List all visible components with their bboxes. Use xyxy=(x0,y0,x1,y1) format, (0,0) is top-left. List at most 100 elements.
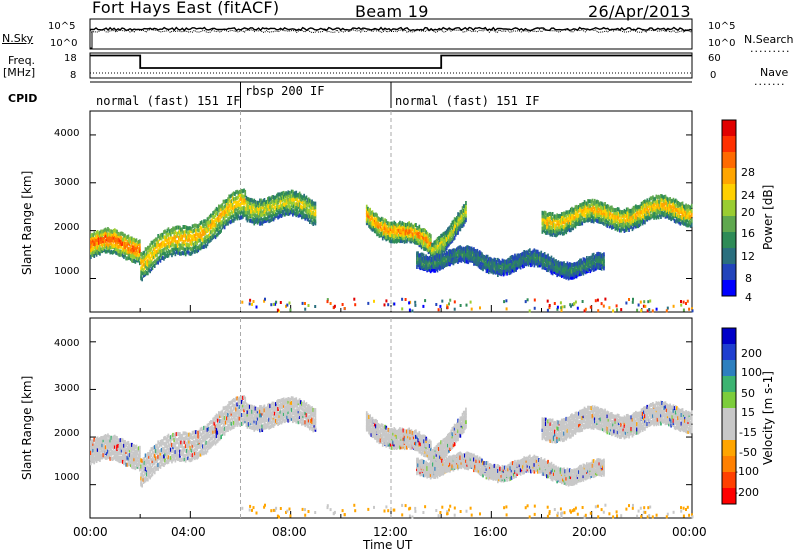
power-cb-16: 16 xyxy=(741,227,755,240)
velocity-cb-200: 200 xyxy=(741,347,762,360)
velocity-echo-band-4 xyxy=(431,407,467,469)
power-colorbar-seg-5 xyxy=(722,200,736,217)
xtick-1600: 16:00 xyxy=(473,525,508,539)
velocity-cb-100: 100 xyxy=(741,366,762,379)
velocity-colorbar-seg-5 xyxy=(722,408,736,425)
xtick-2000: 20:00 xyxy=(572,525,607,539)
velocity-echo-band-2 xyxy=(245,396,317,433)
freq-panel-frame xyxy=(89,52,693,79)
freq-ytick-bottom: 8 xyxy=(70,70,77,81)
velocity-colorbar-seg-9 xyxy=(722,472,736,489)
velocity-colorbar-seg-2 xyxy=(722,360,736,377)
velocity-colorbar-seg-7 xyxy=(722,440,736,457)
power-ytick-1000: 1000 xyxy=(54,266,80,277)
power-ytick-3000: 3000 xyxy=(54,177,80,188)
velocity-colorbar-frame xyxy=(721,327,737,505)
noise-search-line xyxy=(89,28,693,34)
nsearch-label: N.Search xyxy=(744,33,794,46)
freq-unit-label: [MHz] xyxy=(3,66,36,79)
velocity-cb-minus15: -15 xyxy=(739,426,757,439)
nave-legend-dots: ....... xyxy=(754,75,786,88)
power-ground-scatter xyxy=(241,297,694,313)
velocity-cb-minus200: -200 xyxy=(734,486,759,499)
velocity-colorbar-seg-8 xyxy=(722,456,736,473)
power-cb-4: 4 xyxy=(745,291,752,304)
velocity-echo-band-6 xyxy=(541,400,693,444)
power-colorbar-seg-3 xyxy=(722,168,736,185)
power-echo-band-5 xyxy=(416,245,605,281)
velocity-echo-band-1 xyxy=(140,395,247,488)
velocity-ground-scatter xyxy=(241,503,694,519)
nsearch-legend-dots: ......... xyxy=(750,42,791,55)
cpid-mode-1: normal (fast) 151 IF xyxy=(96,94,241,108)
xtick-0000-end: 00:00 xyxy=(672,525,707,539)
velocity-colorbar-seg-6 xyxy=(722,424,736,441)
power-echo-band-3 xyxy=(365,204,432,257)
velocity-echo-band-0 xyxy=(90,433,141,472)
velocity-cb-minus50: -50 xyxy=(739,446,757,459)
power-colorbar-seg-9 xyxy=(722,264,736,281)
velocity-colorbar-seg-10 xyxy=(722,488,736,505)
xlabel: Time UT xyxy=(363,538,413,552)
noise-start-line xyxy=(90,31,93,49)
power-echo-band-4 xyxy=(431,201,467,263)
power-colorbar-seg-2 xyxy=(722,152,736,169)
velocity-ytick-3000: 3000 xyxy=(54,383,80,394)
velocity-cb-minus100: -100 xyxy=(734,465,759,478)
cpid-mode-2: rbsp 200 IF xyxy=(245,84,325,98)
power-cb-20: 20 xyxy=(741,206,755,219)
velocity-colorbar-seg-0 xyxy=(722,328,736,345)
velocity-ytick-2000: 2000 xyxy=(54,428,80,439)
power-colorbar-seg-6 xyxy=(722,216,736,233)
beam-title: Beam 19 xyxy=(355,2,429,21)
freq-ytick-top: 18 xyxy=(64,53,77,64)
power-cb-24: 24 xyxy=(741,189,755,202)
freq-line xyxy=(90,54,692,69)
power-echo-band-1 xyxy=(140,188,247,282)
power-ytick-2000: 2000 xyxy=(54,222,80,233)
cpid-label: CPID xyxy=(8,92,38,105)
power-cb-8: 8 xyxy=(745,272,752,285)
velocity-colorbar-seg-1 xyxy=(722,344,736,361)
nave-label: Nave xyxy=(760,66,789,79)
velocity-ytick-1000: 1000 xyxy=(54,472,80,483)
date-title: 26/Apr/2013 xyxy=(588,2,691,21)
power-ytick-4000: 4000 xyxy=(54,128,80,139)
power-colorbar-seg-1 xyxy=(722,136,736,153)
xtick-0400: 04:00 xyxy=(171,525,206,539)
xtick-0000: 00:00 xyxy=(73,525,108,539)
power-colorbar-seg-4 xyxy=(722,184,736,201)
noise-sky-line xyxy=(89,26,693,32)
nave-ytick-top: 60 xyxy=(708,53,721,64)
noise-ytick-right-bottom: 10^0 xyxy=(708,38,736,49)
cpid-mode-3: normal (fast) 151 IF xyxy=(395,94,540,108)
freq-label: Freq. xyxy=(8,54,36,67)
power-cb-12: 12 xyxy=(741,250,755,263)
velocity-echo-band-3 xyxy=(365,411,432,463)
power-echo-band-0 xyxy=(90,227,141,266)
velocity-cb-15: 15 xyxy=(741,406,755,419)
noise-ytick-left-bottom: 10^0 xyxy=(50,38,78,49)
noise-panel-frame xyxy=(89,18,693,50)
power-colorbar-frame xyxy=(721,119,737,297)
velocity-colorbar-seg-3 xyxy=(722,376,736,393)
velocity-echo-band-5 xyxy=(416,451,605,487)
nave-ytick-bottom: 0 xyxy=(710,70,717,81)
power-colorbar-seg-0 xyxy=(722,120,736,137)
velocity-cb-50: 50 xyxy=(741,387,755,400)
power-colorbar-seg-10 xyxy=(722,280,736,297)
power-echo-band-2 xyxy=(245,189,317,226)
velocity-colorbar-seg-4 xyxy=(722,392,736,409)
radar-title: Fort Hays East (fitACF) xyxy=(92,0,280,17)
noise-ytick-left-top: 10^5 xyxy=(48,21,76,32)
power-colorbar-seg-8 xyxy=(722,248,736,265)
power-cb-28: 28 xyxy=(741,166,755,179)
noise-ytick-right-top: 10^5 xyxy=(708,21,736,32)
power-colorbar-seg-7 xyxy=(722,232,736,249)
xtick-1200: 12:00 xyxy=(373,525,408,539)
xtick-0800: 08:00 xyxy=(272,525,307,539)
velocity-ytick-4000: 4000 xyxy=(54,338,80,349)
nsky-label: N.Sky xyxy=(2,32,34,45)
power-echo-band-6 xyxy=(541,194,693,238)
